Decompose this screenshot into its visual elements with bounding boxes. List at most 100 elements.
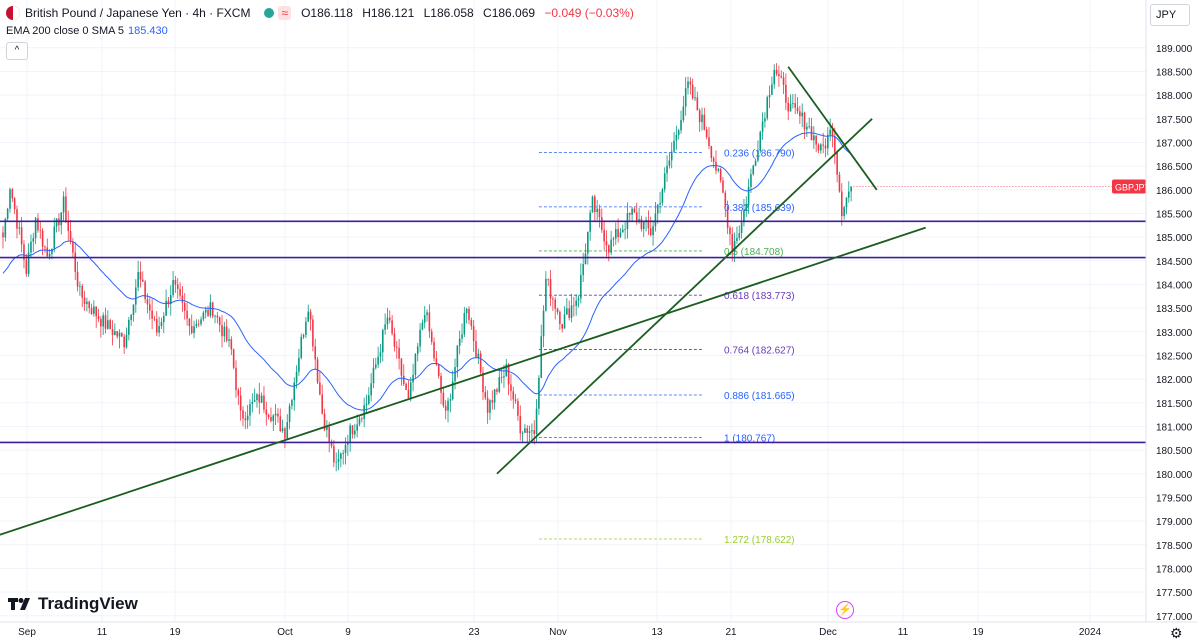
candle-body — [328, 426, 330, 442]
candle-body — [416, 346, 419, 355]
candle-body — [437, 364, 440, 377]
candle-body — [298, 357, 300, 372]
grid — [0, 0, 1146, 622]
candle-body — [563, 314, 566, 329]
candle-body — [517, 400, 519, 416]
candle-body — [649, 228, 652, 236]
candle-body — [162, 315, 165, 323]
collapse-legend-button[interactable]: ^ — [6, 42, 28, 60]
candle-body — [668, 160, 671, 166]
candle-body — [624, 229, 626, 230]
symbol-title[interactable]: British Pound / Japanese Yen · 4h · FXCM — [25, 6, 251, 20]
candle-body — [200, 319, 202, 325]
fib-level-label: 0.5 (184.708) — [724, 247, 784, 258]
candle-body — [559, 311, 561, 324]
candle-body — [430, 331, 433, 342]
candle-body — [647, 220, 650, 229]
candle-body — [710, 146, 713, 159]
candle-body — [482, 372, 484, 393]
candle-body — [256, 394, 258, 401]
candle-body — [722, 180, 724, 193]
candle-body — [528, 431, 531, 433]
candle-body — [792, 103, 794, 104]
price-tick-label: 178.000 — [1156, 564, 1193, 575]
candle-body — [675, 134, 678, 141]
candle-body — [813, 135, 815, 141]
candle-body — [2, 232, 4, 238]
indicator-legend[interactable]: EMA 200 close 0 SMA 5 185.430 — [6, 25, 168, 37]
price-tick-label: 180.000 — [1156, 470, 1193, 481]
candle-body — [785, 84, 787, 103]
candle-body — [582, 264, 584, 276]
candle-body — [794, 103, 796, 108]
candle-body — [428, 312, 431, 332]
candle-body — [435, 358, 438, 365]
tradingview-logo[interactable]: TradingView — [8, 594, 138, 614]
candle-body — [542, 310, 545, 337]
candle-body — [524, 428, 526, 433]
candle-body — [682, 106, 685, 121]
candle-body — [612, 238, 615, 240]
candle-body — [808, 126, 810, 128]
candle-body — [500, 377, 503, 378]
candle-body — [230, 339, 233, 350]
candle-body — [477, 353, 480, 358]
candle-body — [172, 280, 174, 296]
candle-body — [696, 97, 699, 111]
time-tick-label: Oct — [277, 627, 293, 638]
candle-body — [377, 356, 379, 365]
tradingview-logo-icon — [8, 598, 30, 610]
candle-body — [545, 278, 547, 311]
candle-body — [251, 401, 254, 405]
candle-body — [386, 317, 389, 325]
candle-body — [400, 358, 403, 376]
currency-button[interactable]: JPY — [1150, 4, 1190, 26]
candle-body — [393, 333, 396, 347]
candle-body — [300, 336, 303, 358]
candle-body — [20, 227, 23, 245]
price-tick-label: 185.500 — [1156, 209, 1193, 220]
trendlines[interactable] — [0, 66, 926, 644]
candle-body — [743, 210, 745, 223]
candle-body — [135, 287, 137, 305]
price-tick-label: 183.000 — [1156, 328, 1193, 339]
candle-body — [412, 374, 414, 383]
candle-body — [656, 204, 659, 214]
candle-body — [114, 331, 116, 336]
price-tick-label: 180.500 — [1156, 446, 1193, 457]
candle-body — [109, 320, 111, 330]
candle-body — [302, 334, 305, 337]
time-axis[interactable]: Sep 11 19 Oct 9 23 Nov 13 21 Dec 11 19 2024 — [0, 621, 1197, 638]
time-tick-label: 11 — [97, 627, 108, 638]
candle-body — [274, 413, 277, 416]
fibonacci-retracement[interactable]: 0.236 (186.790) 0.382 (185.639) 0.5 (184.7… — [538, 148, 795, 546]
settings-gear-icon[interactable]: ⚙ — [1170, 625, 1183, 641]
candle-body — [405, 383, 407, 390]
logo-text: TradingView — [38, 594, 138, 613]
candle-body — [493, 389, 496, 403]
candle-body — [69, 231, 72, 242]
candle-body — [46, 247, 49, 257]
wave-icon[interactable]: ≈ — [278, 6, 292, 20]
price-tick-label: 189.000 — [1156, 44, 1193, 55]
time-tick-label: 21 — [725, 627, 737, 638]
candle-body — [97, 316, 100, 320]
price-tick-label: 178.500 — [1156, 541, 1193, 552]
candles — [2, 63, 852, 472]
candle-body — [316, 359, 319, 383]
candle-body — [838, 174, 841, 192]
candle-body — [761, 121, 764, 132]
candle-body — [789, 103, 792, 112]
support-levels[interactable]: 185.334184.568180.662GBPJPY186.06903:48:… — [0, 179, 1197, 450]
price-axis[interactable]: 177.000 177.500 178.000 178.500 179.000 179.5… — [1145, 0, 1197, 623]
candle-body — [263, 395, 265, 410]
lightning-icon[interactable]: ⚡ — [836, 601, 854, 619]
trendline — [496, 118, 873, 475]
candle-body — [519, 415, 522, 434]
candle-body — [368, 395, 370, 404]
candle-body — [451, 381, 454, 400]
candle-body — [510, 384, 512, 392]
candle-body — [584, 253, 587, 265]
candle-body — [659, 202, 661, 205]
